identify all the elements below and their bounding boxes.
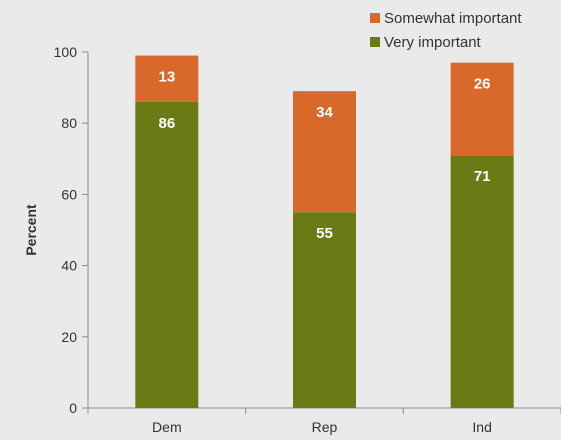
x-tick-label: Ind [472, 419, 491, 435]
bar-segment [293, 91, 356, 213]
bar-segment [450, 155, 514, 408]
y-tick-label: 100 [54, 44, 78, 60]
data-label: 26 [474, 76, 491, 93]
x-tick-label: Rep [312, 419, 338, 435]
axes: 0 20 40 60 80 100 Percent Dem Rep Ind [23, 44, 561, 435]
x-tick-label: Dem [152, 419, 182, 435]
y-tick-label: 0 [69, 400, 77, 416]
y-tick-label: 20 [61, 329, 77, 345]
bar-segment [135, 101, 199, 408]
y-tick-label: 80 [61, 115, 77, 131]
legend-swatch [370, 37, 380, 47]
y-axis-title: Percent [23, 204, 39, 256]
y-tick-label: 60 [61, 186, 77, 202]
legend-swatch [370, 13, 380, 23]
bar-segment [293, 212, 356, 408]
legend: Somewhat important Very important [370, 10, 522, 51]
data-label: 55 [316, 225, 333, 242]
y-tick-label: 40 [61, 258, 77, 274]
data-label: 13 [158, 69, 175, 86]
bar-segment [135, 55, 199, 102]
bars: 86 13 55 34 71 26 [135, 55, 514, 408]
data-label: 34 [316, 104, 333, 121]
legend-label: Somewhat important [384, 10, 522, 27]
data-label: 86 [158, 115, 175, 132]
legend-label: Very important [384, 34, 482, 51]
data-label: 71 [474, 168, 491, 185]
bar-segment [450, 62, 514, 156]
